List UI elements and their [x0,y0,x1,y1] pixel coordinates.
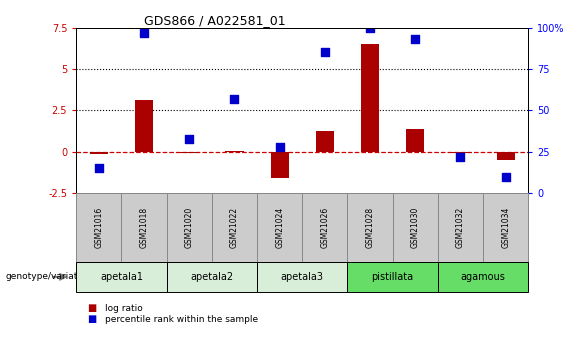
Text: GSM21028: GSM21028 [366,207,375,248]
Text: GSM21022: GSM21022 [230,207,239,248]
Point [411,37,420,42]
Bar [497,152,515,160]
Text: pistillata: pistillata [372,272,414,282]
Text: apetala2: apetala2 [190,272,233,282]
Point [140,30,149,35]
Bar [135,100,153,152]
Point [456,154,465,159]
Text: log ratio: log ratio [105,304,142,313]
Text: GSM21030: GSM21030 [411,207,420,248]
Point [275,144,284,150]
Text: GSM21034: GSM21034 [501,207,510,248]
Text: agamous: agamous [460,272,506,282]
Bar [271,152,289,178]
Text: GSM21018: GSM21018 [140,207,149,248]
Text: GSM21020: GSM21020 [185,207,194,248]
Point [185,136,194,141]
Bar [451,152,470,154]
Point [501,174,510,179]
Bar [90,152,108,154]
Text: apetala3: apetala3 [281,272,324,282]
Point [366,25,375,30]
Point [230,96,239,101]
Text: GSM21032: GSM21032 [456,207,465,248]
Text: apetala1: apetala1 [100,272,143,282]
Point [320,50,329,55]
Text: GSM21016: GSM21016 [94,207,103,248]
Text: ■: ■ [88,303,97,313]
Text: genotype/variation: genotype/variation [6,272,92,282]
Bar [361,44,379,152]
Bar [316,131,334,152]
Text: GSM21024: GSM21024 [275,207,284,248]
Text: GDS866 / A022581_01: GDS866 / A022581_01 [144,14,285,27]
Text: ■: ■ [88,314,97,324]
Text: percentile rank within the sample: percentile rank within the sample [105,315,258,324]
Bar [406,129,424,152]
Bar [225,151,244,152]
Point [94,166,103,171]
Text: GSM21026: GSM21026 [320,207,329,248]
